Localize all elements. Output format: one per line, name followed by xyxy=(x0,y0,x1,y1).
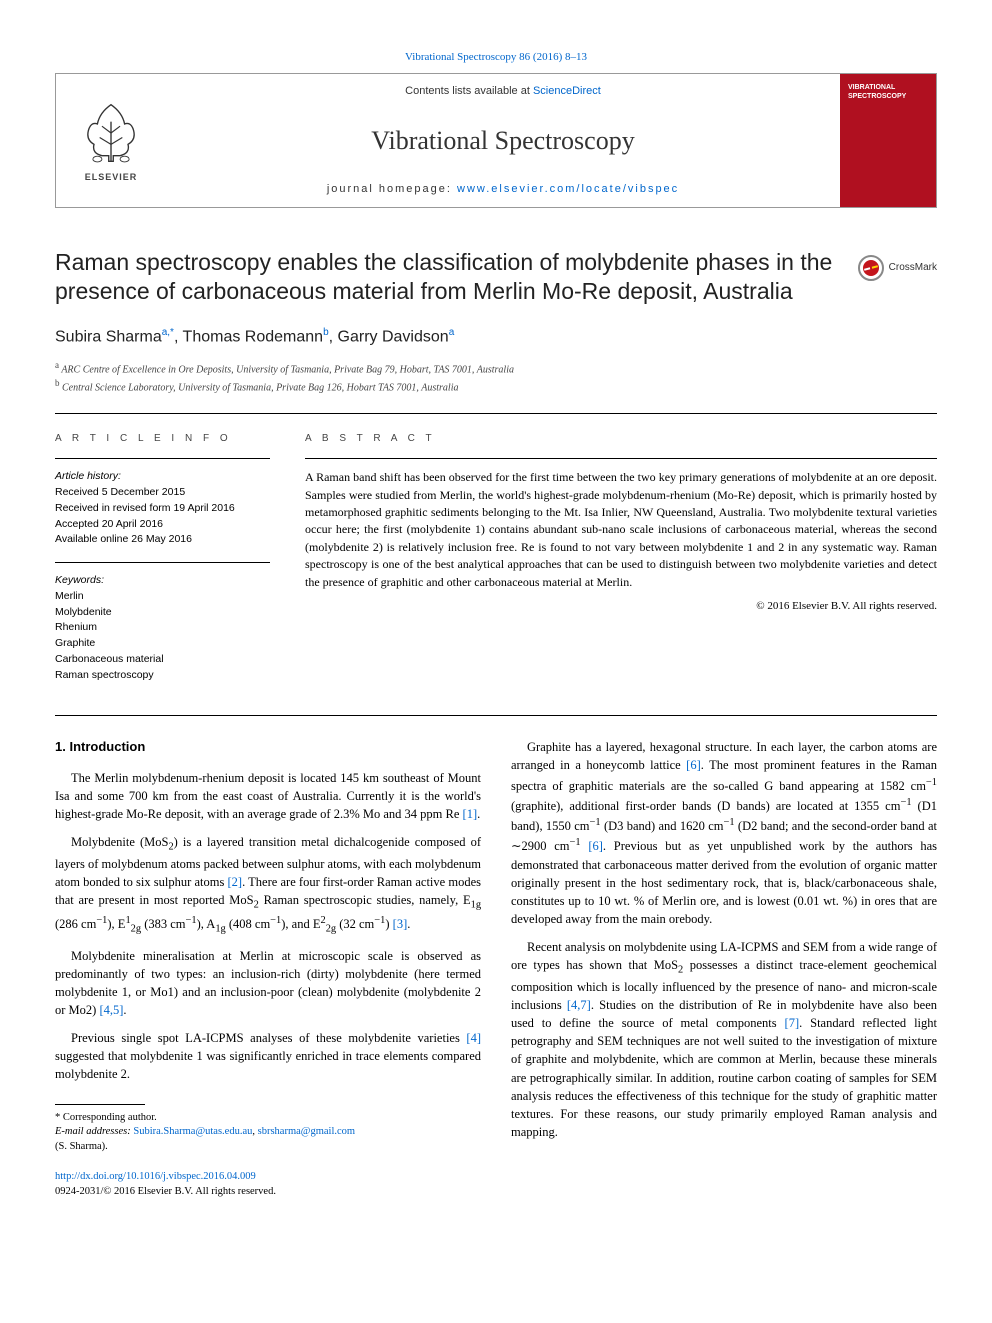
footnote-divider xyxy=(55,1104,145,1105)
sciencedirect-link[interactable]: ScienceDirect xyxy=(533,85,601,97)
abstract-text: A Raman band shift has been observed for… xyxy=(305,469,937,591)
keyword-item: Carbonaceous material xyxy=(55,652,270,668)
intro-p4: Previous single spot LA-ICPMS analyses o… xyxy=(55,1029,481,1083)
doi-link[interactable]: http://dx.doi.org/10.1016/j.vibspec.2016… xyxy=(55,1171,256,1182)
abstract-heading: A B S T R A C T xyxy=(305,432,937,446)
journal-name: Vibrational Spectroscopy xyxy=(371,123,634,159)
divider xyxy=(55,715,937,716)
cover-title: VIBRATIONAL SPECTROSCOPY xyxy=(848,84,928,101)
ref-link[interactable]: [4] xyxy=(466,1031,481,1045)
elsevier-name: ELSEVIER xyxy=(85,171,138,184)
divider xyxy=(55,413,937,414)
keywords-label: Keywords: xyxy=(55,573,270,589)
doi-block: http://dx.doi.org/10.1016/j.vibspec.2016… xyxy=(55,1169,481,1199)
keyword-item: Merlin xyxy=(55,589,270,605)
article-info: A R T I C L E I N F O Article history: R… xyxy=(55,432,270,697)
keywords-list: MerlinMolybdeniteRheniumGraphiteCarbonac… xyxy=(55,589,270,684)
homepage-line: journal homepage: www.elsevier.com/locat… xyxy=(327,182,679,197)
ref-link[interactable]: [7] xyxy=(785,1016,800,1030)
ref-link[interactable]: [6] xyxy=(686,758,701,772)
ref-link[interactable]: [3] xyxy=(393,917,408,931)
article-info-heading: A R T I C L E I N F O xyxy=(55,432,270,446)
journal-header: ELSEVIER Contents lists available at Sci… xyxy=(55,73,937,208)
section-1-heading: 1. Introduction xyxy=(55,738,481,757)
ref-link[interactable]: [6] xyxy=(588,840,603,854)
intro-p1: The Merlin molybdenum-rhenium deposit is… xyxy=(55,769,481,823)
email-link[interactable]: Subira.Sharma@utas.edu.au xyxy=(133,1126,252,1137)
keyword-item: Raman spectroscopy xyxy=(55,668,270,684)
info-divider xyxy=(55,562,270,563)
crossmark-badge[interactable]: CrossMark xyxy=(857,254,937,282)
elsevier-tree-icon xyxy=(77,99,145,167)
homepage-prefix: journal homepage: xyxy=(327,183,457,195)
abstract-copyright: © 2016 Elsevier B.V. All rights reserved… xyxy=(305,599,937,614)
ref-link[interactable]: [4,5] xyxy=(99,1003,123,1017)
authors: Subira Sharmaa,*, Thomas Rodemannb, Garr… xyxy=(55,326,937,349)
intro-p2: Molybdenite (MoS2) is a layered transiti… xyxy=(55,833,481,936)
affiliations: a ARC Centre of Excellence in Ore Deposi… xyxy=(55,359,937,396)
author-name-footnote: (S. Sharma). xyxy=(55,1140,481,1155)
journal-cover[interactable]: VIBRATIONAL SPECTROSCOPY xyxy=(840,74,936,207)
issn-copyright: 0924-2031/© 2016 Elsevier B.V. All right… xyxy=(55,1186,276,1197)
abstract: A B S T R A C T A Raman band shift has b… xyxy=(305,432,937,697)
affiliation-b: b Central Science Laboratory, University… xyxy=(55,377,937,395)
left-column: 1. Introduction The Merlin molybdenum-rh… xyxy=(55,738,481,1199)
keyword-item: Molybdenite xyxy=(55,605,270,621)
keyword-item: Graphite xyxy=(55,636,270,652)
right-p2: Recent analysis on molybdenite using LA-… xyxy=(511,938,937,1141)
corresponding-author: * Corresponding author. xyxy=(55,1111,481,1126)
elsevier-logo[interactable]: ELSEVIER xyxy=(56,74,166,207)
ref-link[interactable]: [4,7] xyxy=(567,998,591,1012)
received-date: Received 5 December 2015 xyxy=(55,485,270,501)
homepage-link[interactable]: www.elsevier.com/locate/vibspec xyxy=(457,183,679,195)
header-center: Contents lists available at ScienceDirec… xyxy=(166,74,840,207)
history-label: Article history: xyxy=(55,469,270,485)
right-p1: Graphite has a layered, hexagonal struct… xyxy=(511,738,937,928)
accepted-date: Accepted 20 April 2016 xyxy=(55,517,270,533)
ref-link[interactable]: [1] xyxy=(463,807,478,821)
abstract-divider xyxy=(305,458,937,459)
body-columns: 1. Introduction The Merlin molybdenum-rh… xyxy=(55,738,937,1199)
info-divider xyxy=(55,458,270,459)
contents-prefix: Contents lists available at xyxy=(405,85,533,97)
affiliation-a: a ARC Centre of Excellence in Ore Deposi… xyxy=(55,359,937,377)
email-line: E-mail addresses: Subira.Sharma@utas.edu… xyxy=(55,1125,481,1140)
article-title: Raman spectroscopy enables the classific… xyxy=(55,248,837,306)
top-citation[interactable]: Vibrational Spectroscopy 86 (2016) 8–13 xyxy=(55,50,937,65)
crossmark-icon xyxy=(857,254,885,282)
email-link[interactable]: sbrsharma@gmail.com xyxy=(258,1126,355,1137)
keyword-item: Rhenium xyxy=(55,620,270,636)
intro-p3: Molybdenite mineralisation at Merlin at … xyxy=(55,947,481,1020)
right-column: Graphite has a layered, hexagonal struct… xyxy=(511,738,937,1199)
crossmark-label: CrossMark xyxy=(889,261,937,275)
contents-link-line: Contents lists available at ScienceDirec… xyxy=(405,84,601,99)
revised-date: Received in revised form 19 April 2016 xyxy=(55,501,270,517)
online-date: Available online 26 May 2016 xyxy=(55,532,270,548)
ref-link[interactable]: [2] xyxy=(228,875,243,889)
